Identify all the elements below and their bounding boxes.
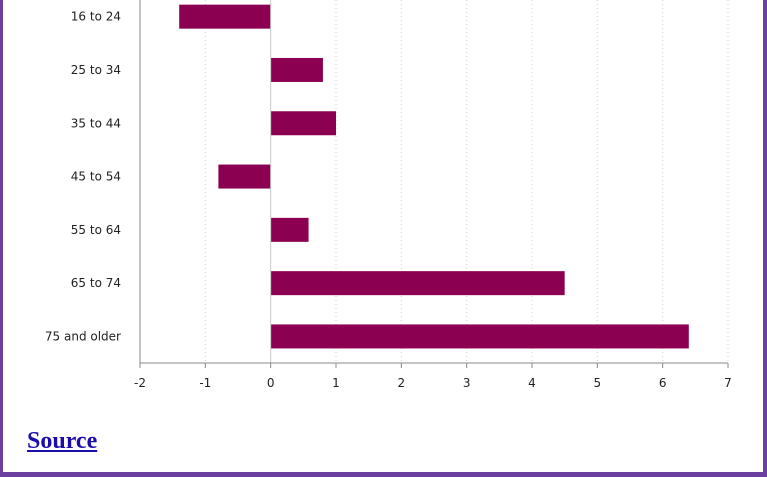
tick-labels: -2 -1 0 1 2 3 4 5 6 7	[134, 376, 732, 390]
bar	[270, 217, 309, 242]
x-tick-label: -2	[134, 376, 146, 390]
category-labels: 16 to 24 25 to 34 35 to 44 45 to 54 55 to 64…	[45, 10, 121, 344]
bar-chart: 16 to 24 25 to 34 35 to 44 45 to 54 55 to 64…	[45, 0, 732, 390]
category-label: 25 to 34	[71, 63, 121, 77]
bar	[218, 164, 271, 189]
bar	[270, 111, 336, 136]
category-label: 55 to 64	[71, 223, 121, 237]
x-tick-label: 2	[398, 376, 406, 390]
x-tick-label: -1	[199, 376, 211, 390]
category-label: 16 to 24	[71, 10, 121, 24]
x-tick-label: 4	[528, 376, 536, 390]
category-label: 35 to 44	[71, 116, 121, 130]
x-tick-label: 1	[332, 376, 340, 390]
bars	[179, 4, 689, 349]
x-tick-label: 5	[594, 376, 602, 390]
source-link[interactable]: Source	[27, 428, 98, 454]
x-tick-label: 3	[463, 376, 471, 390]
category-label: 65 to 74	[71, 276, 121, 290]
x-tick-label: 7	[724, 376, 732, 390]
axes	[139, 0, 729, 368]
x-tick-label: 6	[659, 376, 667, 390]
category-label: 45 to 54	[71, 170, 121, 184]
bar	[270, 324, 689, 349]
bar	[179, 4, 271, 29]
category-label: 75 and older	[45, 329, 121, 343]
x-tick-label: 0	[267, 376, 275, 390]
bar	[270, 57, 323, 82]
bar	[270, 271, 565, 296]
